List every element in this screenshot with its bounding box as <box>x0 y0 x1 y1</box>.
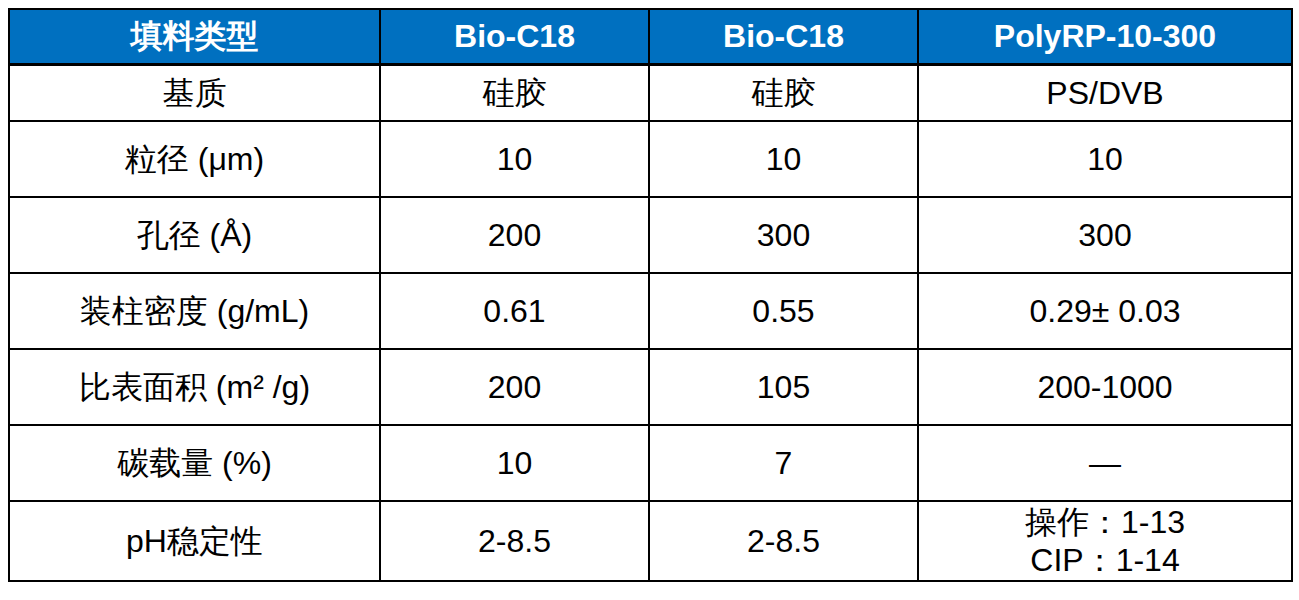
row-label-packing-density: 装柱密度 (g/mL) <box>9 273 380 349</box>
cell-surface-area-col1: 200 <box>380 349 649 425</box>
cell-packing-density-col2: 0.55 <box>649 273 918 349</box>
packing-material-spec-table: 填料类型 Bio-C18 Bio-C18 PolyRP-10-300 基质 硅胶… <box>8 8 1293 582</box>
cell-packing-density-col3: 0.29± 0.03 <box>918 273 1292 349</box>
row-label-pore-size: 孔径 (Å) <box>9 197 380 273</box>
header-row: 填料类型 Bio-C18 Bio-C18 PolyRP-10-300 <box>9 9 1292 65</box>
header-polyrp-10-300: PolyRP-10-300 <box>918 9 1292 65</box>
cell-particle-size-col1: 10 <box>380 121 649 197</box>
header-bio-c18-2: Bio-C18 <box>649 9 918 65</box>
cell-particle-size-col3: 10 <box>918 121 1292 197</box>
cell-particle-size-col2: 10 <box>649 121 918 197</box>
row-ph-stability: pH稳定性 2-8.5 2-8.5 操作：1-13 CIP：1-14 <box>9 501 1292 581</box>
cell-matrix-col2: 硅胶 <box>649 65 918 122</box>
cell-pore-size-col3: 300 <box>918 197 1292 273</box>
header-bio-c18-1: Bio-C18 <box>380 9 649 65</box>
row-surface-area: 比表面积 (m² /g) 200 105 200-1000 <box>9 349 1292 425</box>
row-matrix: 基质 硅胶 硅胶 PS/DVB <box>9 65 1292 122</box>
cell-ph-stability-col3: 操作：1-13 CIP：1-14 <box>918 501 1292 581</box>
row-label-surface-area: 比表面积 (m² /g) <box>9 349 380 425</box>
row-label-ph-stability: pH稳定性 <box>9 501 380 581</box>
cell-carbon-load-col2: 7 <box>649 425 918 501</box>
cell-surface-area-col2: 105 <box>649 349 918 425</box>
row-label-matrix: 基质 <box>9 65 380 122</box>
cell-pore-size-col2: 300 <box>649 197 918 273</box>
cell-ph-stability-col1: 2-8.5 <box>380 501 649 581</box>
row-particle-size: 粒径 (μm) 10 10 10 <box>9 121 1292 197</box>
cell-surface-area-col3: 200-1000 <box>918 349 1292 425</box>
row-packing-density: 装柱密度 (g/mL) 0.61 0.55 0.29± 0.03 <box>9 273 1292 349</box>
cell-matrix-col1: 硅胶 <box>380 65 649 122</box>
row-carbon-load: 碳载量 (%) 10 7 — <box>9 425 1292 501</box>
cell-pore-size-col1: 200 <box>380 197 649 273</box>
header-packing-type: 填料类型 <box>9 9 380 65</box>
cell-matrix-col3: PS/DVB <box>918 65 1292 122</box>
cell-ph-stability-col2: 2-8.5 <box>649 501 918 581</box>
row-label-particle-size: 粒径 (μm) <box>9 121 380 197</box>
cell-carbon-load-col3: — <box>918 425 1292 501</box>
cell-carbon-load-col1: 10 <box>380 425 649 501</box>
row-pore-size: 孔径 (Å) 200 300 300 <box>9 197 1292 273</box>
row-label-carbon-load: 碳载量 (%) <box>9 425 380 501</box>
cell-packing-density-col1: 0.61 <box>380 273 649 349</box>
